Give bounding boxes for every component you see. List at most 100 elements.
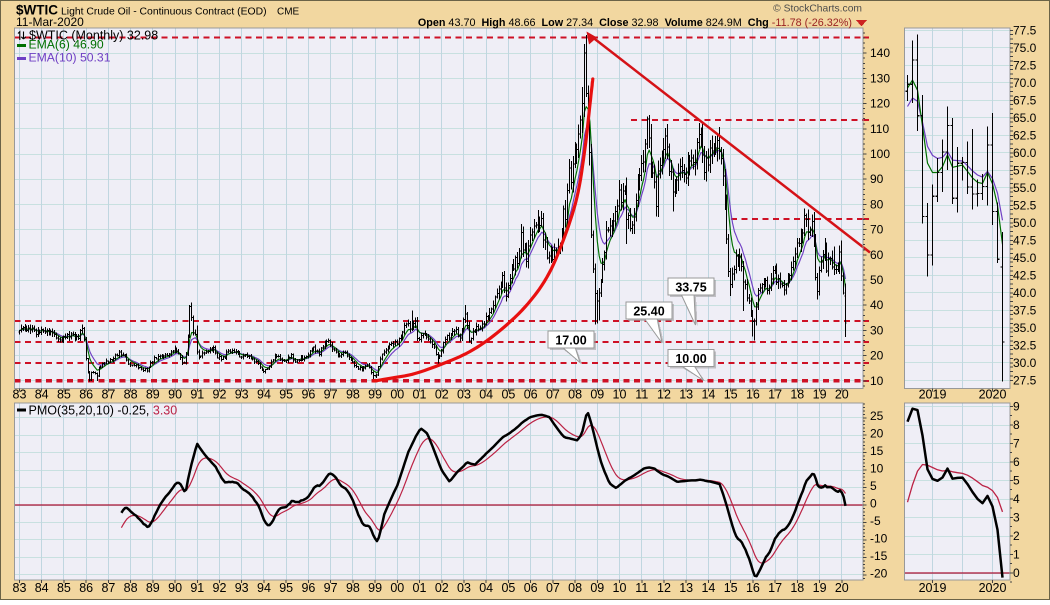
svg-text:94: 94 bbox=[257, 388, 271, 402]
svg-text:140: 140 bbox=[870, 46, 890, 60]
svg-text:07: 07 bbox=[546, 388, 560, 402]
svg-text:3: 3 bbox=[1013, 511, 1020, 525]
svg-text:15: 15 bbox=[724, 581, 738, 595]
svg-text:04: 04 bbox=[479, 581, 493, 595]
svg-text:02: 02 bbox=[435, 581, 449, 595]
svg-text:75.0: 75.0 bbox=[1013, 41, 1037, 55]
svg-text:60.0: 60.0 bbox=[1013, 146, 1037, 160]
svg-text:35.0: 35.0 bbox=[1013, 321, 1037, 335]
svg-text:2020: 2020 bbox=[979, 388, 1007, 402]
svg-text:88: 88 bbox=[124, 388, 138, 402]
svg-text:11: 11 bbox=[635, 581, 648, 595]
svg-text:99: 99 bbox=[368, 388, 382, 402]
svg-text:86: 86 bbox=[79, 581, 93, 595]
svg-text:40.0: 40.0 bbox=[1013, 286, 1037, 300]
svg-text:8: 8 bbox=[1013, 418, 1020, 432]
svg-text:11-Mar-2020: 11-Mar-2020 bbox=[16, 15, 84, 29]
svg-text:96: 96 bbox=[301, 581, 315, 595]
svg-text:65.0: 65.0 bbox=[1013, 111, 1037, 125]
svg-text:07: 07 bbox=[546, 581, 560, 595]
svg-text:14: 14 bbox=[701, 388, 715, 402]
svg-text:42.5: 42.5 bbox=[1013, 268, 1037, 282]
svg-text:80: 80 bbox=[870, 197, 884, 211]
svg-text:15: 15 bbox=[724, 388, 738, 402]
svg-text:70.0: 70.0 bbox=[1013, 76, 1037, 90]
svg-text:10: 10 bbox=[613, 388, 627, 402]
svg-text:01: 01 bbox=[413, 388, 427, 402]
svg-text:Open 43.70 High 48.66 Low 27: Open 43.70 High 48.66 Low 27.34 Close 32… bbox=[418, 17, 852, 29]
svg-text:89: 89 bbox=[146, 388, 160, 402]
svg-text:16: 16 bbox=[746, 388, 760, 402]
svg-text:84: 84 bbox=[35, 581, 49, 595]
svg-text:09: 09 bbox=[590, 388, 604, 402]
svg-text:95: 95 bbox=[279, 581, 293, 595]
svg-text:97: 97 bbox=[324, 388, 338, 402]
svg-text:13: 13 bbox=[679, 581, 693, 595]
svg-text:06: 06 bbox=[524, 388, 538, 402]
svg-text:00: 00 bbox=[390, 581, 404, 595]
svg-text:EMA(10) 50.31: EMA(10) 50.31 bbox=[29, 51, 111, 65]
svg-text:18: 18 bbox=[790, 581, 804, 595]
svg-text:10: 10 bbox=[613, 581, 627, 595]
svg-text:03: 03 bbox=[457, 581, 471, 595]
svg-text:83: 83 bbox=[13, 581, 27, 595]
svg-text:12: 12 bbox=[657, 388, 671, 402]
svg-text:93: 93 bbox=[235, 388, 249, 402]
svg-text:85: 85 bbox=[57, 581, 71, 595]
svg-text:84: 84 bbox=[35, 388, 49, 402]
svg-text:37.5: 37.5 bbox=[1013, 303, 1037, 317]
svg-text:52.5: 52.5 bbox=[1013, 198, 1037, 212]
svg-text:98: 98 bbox=[346, 581, 360, 595]
svg-text:00: 00 bbox=[390, 388, 404, 402]
svg-text:17: 17 bbox=[768, 581, 782, 595]
svg-text:88: 88 bbox=[124, 581, 138, 595]
svg-text:17: 17 bbox=[768, 388, 782, 402]
svg-text:96: 96 bbox=[301, 388, 315, 402]
svg-text:20: 20 bbox=[870, 427, 884, 441]
svg-text:17.00: 17.00 bbox=[555, 334, 586, 348]
svg-text:11: 11 bbox=[635, 388, 648, 402]
svg-text:85: 85 bbox=[57, 388, 71, 402]
svg-text:25.40: 25.40 bbox=[633, 305, 664, 319]
svg-text:20: 20 bbox=[835, 388, 849, 402]
svg-text:33.75: 33.75 bbox=[675, 281, 706, 295]
svg-text:32.5: 32.5 bbox=[1013, 338, 1037, 352]
svg-text:08: 08 bbox=[568, 388, 582, 402]
svg-text:57.5: 57.5 bbox=[1013, 163, 1037, 177]
svg-text:09: 09 bbox=[590, 581, 604, 595]
svg-text:1: 1 bbox=[1013, 548, 1020, 562]
svg-text:70: 70 bbox=[870, 223, 884, 237]
svg-text:90: 90 bbox=[168, 388, 182, 402]
svg-text:99: 99 bbox=[368, 581, 382, 595]
svg-text:91: 91 bbox=[190, 581, 204, 595]
svg-text:87: 87 bbox=[101, 388, 115, 402]
svg-text:Light Crude Oil - Continuous C: Light Crude Oil - Continuous Contract (E… bbox=[61, 7, 267, 18]
svg-text:EMA(6) 46.90: EMA(6) 46.90 bbox=[29, 38, 104, 52]
svg-text:© StockCharts.com: © StockCharts.com bbox=[773, 4, 862, 15]
svg-text:0: 0 bbox=[870, 497, 877, 511]
svg-text:97: 97 bbox=[324, 581, 338, 595]
svg-text:6: 6 bbox=[1013, 455, 1020, 469]
svg-text:87: 87 bbox=[101, 581, 115, 595]
svg-text:50.0: 50.0 bbox=[1013, 216, 1037, 230]
svg-text:27.5: 27.5 bbox=[1013, 373, 1037, 387]
svg-text:90: 90 bbox=[168, 581, 182, 595]
svg-text:12: 12 bbox=[657, 581, 671, 595]
svg-text:120: 120 bbox=[870, 97, 890, 111]
svg-text:55.0: 55.0 bbox=[1013, 181, 1037, 195]
svg-text:5: 5 bbox=[1013, 474, 1020, 488]
svg-text:01: 01 bbox=[413, 581, 427, 595]
svg-text:20: 20 bbox=[835, 581, 849, 595]
svg-text:9: 9 bbox=[1013, 400, 1020, 414]
svg-text:92: 92 bbox=[213, 388, 227, 402]
svg-text:PMO(35,20,10) -0.25, 3.30: PMO(35,20,10) -0.25, 3.30 bbox=[29, 404, 178, 418]
svg-text:$WTIC (Monthly) 32.98: $WTIC (Monthly) 32.98 bbox=[29, 29, 158, 43]
svg-text:77.5: 77.5 bbox=[1013, 23, 1037, 37]
svg-text:30: 30 bbox=[870, 323, 884, 337]
svg-text:16: 16 bbox=[746, 581, 760, 595]
svg-text:50: 50 bbox=[870, 273, 884, 287]
svg-text:2: 2 bbox=[1013, 529, 1020, 543]
svg-text:45.0: 45.0 bbox=[1013, 251, 1037, 265]
svg-text:94: 94 bbox=[257, 581, 271, 595]
svg-text:CME: CME bbox=[277, 7, 300, 18]
